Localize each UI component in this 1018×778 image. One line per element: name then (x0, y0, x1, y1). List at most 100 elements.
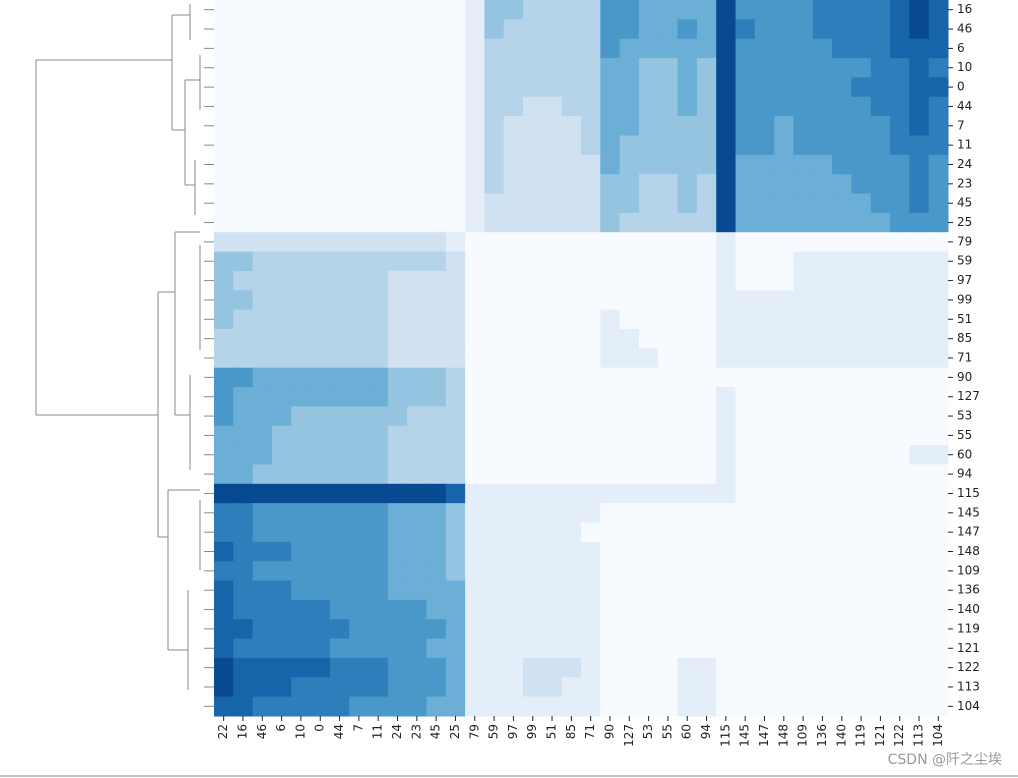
cell (928, 406, 949, 427)
cell (812, 19, 833, 40)
cell (349, 638, 370, 659)
cell (716, 696, 737, 717)
cell (696, 367, 717, 388)
cell (214, 657, 234, 678)
cell (658, 290, 679, 311)
cell (716, 212, 737, 233)
row-label: 148 (957, 544, 980, 558)
cell (465, 116, 485, 136)
cell (677, 503, 698, 523)
cell (445, 0, 466, 20)
cell (870, 135, 891, 156)
cell (407, 696, 427, 717)
cell (581, 116, 601, 136)
cell (561, 309, 582, 330)
cell (774, 116, 794, 136)
cell (870, 657, 891, 678)
cell (832, 696, 852, 717)
cell (581, 348, 601, 369)
cell (581, 445, 601, 465)
cell (542, 445, 563, 465)
cell (426, 406, 447, 427)
cell (928, 580, 949, 601)
cell (426, 522, 447, 543)
cell (928, 270, 949, 291)
cell (812, 367, 833, 388)
cell (233, 96, 254, 117)
cell (716, 406, 737, 427)
cell (832, 116, 852, 136)
cell (310, 116, 331, 136)
cell (407, 77, 427, 98)
cell (523, 367, 543, 388)
cell (445, 19, 466, 40)
cell (677, 541, 698, 562)
cell (291, 232, 312, 253)
cell (233, 193, 254, 214)
cell (754, 58, 775, 78)
cell (561, 406, 582, 427)
cell (928, 96, 949, 117)
cell (329, 406, 350, 427)
cell (349, 657, 370, 678)
cell (716, 503, 737, 523)
cell (832, 483, 852, 504)
cell (252, 445, 273, 465)
cell (407, 348, 427, 369)
cell (600, 328, 621, 349)
cell (677, 406, 698, 427)
row-label: 85 (957, 331, 972, 345)
cell (909, 367, 930, 388)
cell (484, 174, 505, 195)
cell (735, 328, 756, 349)
cell (252, 174, 273, 195)
column-label: 140 (834, 724, 848, 747)
cell (619, 77, 640, 98)
cell (735, 503, 756, 523)
cell (426, 309, 447, 330)
cell (233, 116, 254, 136)
cell (561, 193, 582, 214)
cell (233, 503, 254, 523)
cell (793, 174, 814, 195)
cell (445, 561, 466, 582)
cell (503, 154, 524, 175)
cell (214, 328, 234, 349)
cell (870, 483, 891, 504)
cell (523, 193, 543, 214)
cell (368, 38, 389, 59)
cell (890, 174, 910, 195)
cell (890, 503, 910, 523)
cell (465, 561, 485, 582)
cell (407, 174, 427, 195)
cell (581, 193, 601, 214)
cell (870, 328, 891, 349)
cell (638, 19, 659, 40)
cell (890, 561, 910, 582)
cell (638, 193, 659, 214)
cell (581, 619, 601, 640)
cell (890, 96, 910, 117)
cell (832, 0, 852, 20)
cell (928, 290, 949, 311)
cell (310, 348, 331, 369)
cell (600, 561, 621, 582)
cell (619, 290, 640, 311)
cell (870, 77, 891, 98)
row-label: 121 (957, 641, 980, 655)
cell (445, 116, 466, 136)
cell (793, 135, 814, 156)
cell (890, 425, 910, 446)
cell (252, 309, 273, 330)
cell (909, 580, 930, 601)
cell (445, 193, 466, 214)
cell (387, 0, 408, 20)
row-label: 109 (957, 563, 980, 577)
cell (754, 406, 775, 427)
cell (928, 367, 949, 388)
cell (677, 251, 698, 272)
cell (735, 193, 756, 214)
cell (600, 503, 621, 523)
cell (484, 522, 505, 543)
